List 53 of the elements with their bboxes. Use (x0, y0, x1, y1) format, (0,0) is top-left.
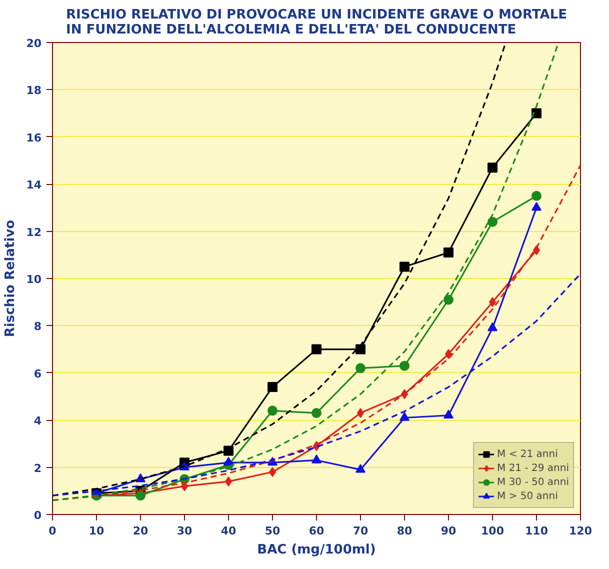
point (312, 454, 322, 464)
legend-label: M 21 - 29 anni (497, 462, 569, 475)
y-tick-label: 8 (34, 320, 42, 334)
point (224, 456, 234, 466)
x-tick-label: 10 (88, 524, 104, 538)
point (444, 410, 454, 418)
point (444, 248, 454, 258)
y-tick-label: 4 (34, 414, 42, 428)
x-tick-label: 80 (396, 524, 412, 538)
x-tick-label: 0 (48, 524, 57, 538)
x-tick-label: 100 (481, 524, 504, 538)
point (488, 322, 498, 332)
chart-title: RISCHIO RELATIVO DI PROVOCARE UN INCIDENTE GRAVE O MORTALE IN FUNZIONE DELL'ALCOLEMIA E DELL'ETA' DEL CONDUCENTE (66, 8, 567, 38)
point (268, 406, 278, 416)
x-tick-label: 40 (220, 524, 236, 538)
point (400, 360, 410, 371)
point (400, 412, 410, 421)
x-tick-label: 90 (440, 524, 456, 538)
point (400, 262, 410, 272)
x-tick-label: 30 (176, 524, 192, 538)
point (488, 162, 498, 173)
y-tick-label: 20 (26, 37, 42, 50)
legend-label: M > 50 anni (497, 490, 558, 503)
y-tick-label: 18 (26, 84, 42, 98)
x-tick-label: 50 (264, 524, 280, 538)
y-tick-label: 16 (26, 131, 42, 144)
point (312, 408, 322, 418)
y-tick-label: 10 (26, 273, 42, 286)
point (356, 344, 366, 354)
point (532, 190, 542, 201)
y-tick-label: 12 (26, 226, 42, 239)
y-tick-label: 14 (26, 178, 42, 192)
y-axis-title: Rischio Relativo (3, 220, 18, 338)
point (224, 446, 234, 456)
x-tick-label: 20 (132, 524, 148, 538)
point (356, 464, 366, 473)
point (532, 202, 542, 211)
legend-label: M 30 - 50 anni (497, 476, 569, 489)
x-tick-label: 120 (569, 524, 592, 538)
x-tick-label: 110 (525, 524, 548, 538)
y-tick-label: 0 (34, 509, 42, 522)
y-tick-label: 2 (34, 462, 42, 475)
point (488, 216, 498, 227)
x-axis-title: BAC (mg/100ml) (257, 542, 376, 558)
legend-label: M < 21 anni (497, 448, 558, 461)
point (268, 382, 278, 392)
point (136, 490, 146, 501)
x-tick-label: 60 (308, 524, 324, 538)
y-tick-label: 6 (34, 367, 42, 380)
x-tick-label: 70 (352, 524, 368, 538)
point (312, 344, 322, 354)
point (444, 294, 454, 305)
point (356, 363, 366, 374)
